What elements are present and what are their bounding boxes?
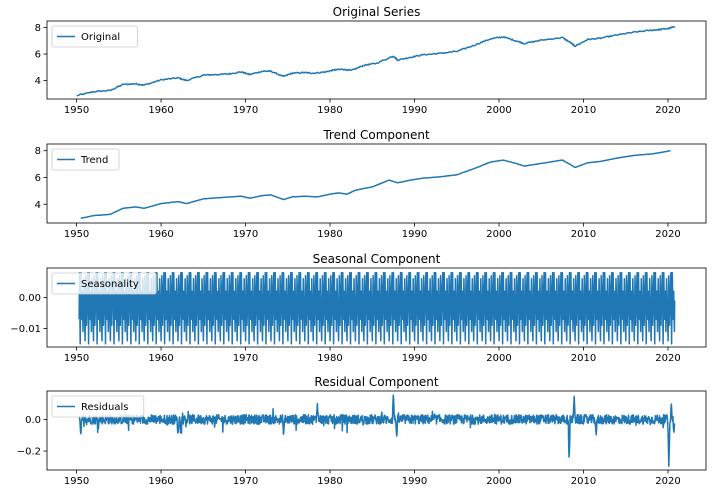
x-tick-label: 2020 xyxy=(655,105,680,116)
legend-box xyxy=(51,148,120,171)
x-tick-label: 2020 xyxy=(655,476,680,487)
legend: Trend xyxy=(51,148,120,171)
x-tick-label: 2000 xyxy=(486,353,511,364)
y-tick-label: 8 xyxy=(35,23,41,34)
panel-3: Seasonal Component 1950 1960 1970 1980 1990 20… xyxy=(10,252,707,364)
panel-title: Seasonal Component xyxy=(313,252,441,266)
x-tick-label: 1970 xyxy=(233,353,258,364)
x-tick-label: 1950 xyxy=(64,105,89,116)
x-tick-label: 2000 xyxy=(486,476,511,487)
x-tick-label: 1960 xyxy=(148,229,173,240)
legend: Residuals xyxy=(51,395,145,418)
x-tick-label: 1960 xyxy=(148,476,173,487)
x-tick-label: 2010 xyxy=(571,105,596,116)
x-tick-label: 1970 xyxy=(233,105,258,116)
legend-box xyxy=(51,395,145,418)
legend: Original xyxy=(51,25,138,48)
y-tick-label: −0.01 xyxy=(10,324,41,335)
x-tick-label: 1980 xyxy=(317,229,342,240)
axes-frame xyxy=(46,267,707,348)
axes-frame xyxy=(46,390,707,471)
legend-label: Seasonality xyxy=(81,279,139,290)
x-tick-label: 1970 xyxy=(233,229,258,240)
x-tick-label: 1970 xyxy=(233,476,258,487)
x-tick-label: 1980 xyxy=(317,476,342,487)
legend-box xyxy=(51,25,138,48)
x-tick-label: 1980 xyxy=(317,105,342,116)
panel-2: Trend Component 1950 1960 1970 1980 1990 2000 2… xyxy=(35,128,707,240)
y-tick-label: 4 xyxy=(35,200,41,211)
x-tick-label: 2020 xyxy=(655,353,680,364)
x-tick-label: 2020 xyxy=(655,229,680,240)
x-tick-label: 1990 xyxy=(402,229,427,240)
x-tick-label: 1960 xyxy=(148,105,173,116)
legend-label: Trend xyxy=(80,155,108,166)
series-line-original xyxy=(76,25,676,97)
x-tick-label: 1960 xyxy=(148,353,173,364)
series-line-seasonality xyxy=(78,271,676,345)
panel-title: Trend Component xyxy=(322,128,430,142)
y-tick-label: 8 xyxy=(35,146,41,157)
x-tick-label: 1950 xyxy=(64,229,89,240)
x-tick-label: 2010 xyxy=(571,229,596,240)
x-tick-label: 1950 xyxy=(64,353,89,364)
x-tick-label: 2000 xyxy=(486,105,511,116)
x-tick-label: 1990 xyxy=(402,353,427,364)
y-tick-label: 4 xyxy=(35,76,41,87)
series-line-residuals xyxy=(78,394,676,468)
legend-label: Residuals xyxy=(81,402,128,413)
legend-box xyxy=(51,272,157,295)
panel-4: Residual Component 1950 1960 1970 1980 1990 20… xyxy=(17,375,707,487)
panel-1: Original Series 1950 1960 1970 1980 1990 2000 2… xyxy=(35,5,707,116)
x-tick-label: 2000 xyxy=(486,229,511,240)
y-tick-label: 0.0 xyxy=(25,415,41,426)
panel-title: Residual Component xyxy=(314,375,438,389)
x-tick-label: 1990 xyxy=(402,476,427,487)
legend-label: Original xyxy=(81,32,120,43)
y-tick-label: 6 xyxy=(35,50,41,61)
y-tick-label: −0.2 xyxy=(17,447,41,458)
y-tick-label: 6 xyxy=(35,173,41,184)
panel-title: Original Series xyxy=(333,5,421,19)
x-tick-label: 2010 xyxy=(571,476,596,487)
x-tick-label: 1980 xyxy=(317,353,342,364)
axes-frame xyxy=(46,143,707,224)
y-tick-label: 0.00 xyxy=(19,293,41,304)
axes-frame xyxy=(46,20,707,100)
x-tick-label: 1990 xyxy=(402,105,427,116)
x-tick-label: 1950 xyxy=(64,476,89,487)
series-line-trend xyxy=(80,149,671,220)
legend: Seasonality xyxy=(51,272,157,295)
x-tick-label: 2010 xyxy=(571,353,596,364)
